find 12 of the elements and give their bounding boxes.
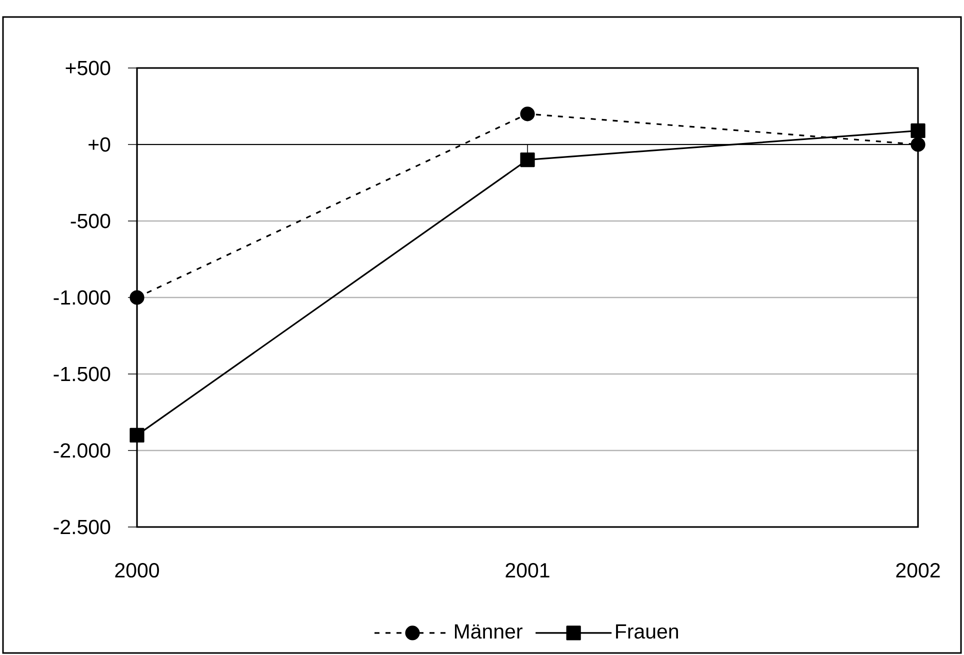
x-tick-label: 2001 — [506, 563, 550, 578]
x-tick-label: 2002 — [896, 563, 940, 578]
x-tick-label: 2000 — [115, 563, 159, 578]
legend-label: Frauen — [616, 624, 678, 639]
y-tick-label: -2.000 — [54, 443, 110, 458]
legend-label: Männer — [454, 624, 522, 639]
y-tick-label: -500 — [70, 214, 110, 228]
y-tick-label: -1.000 — [54, 290, 110, 305]
y-tick-label: +500 — [66, 60, 110, 76]
y-tick-label: +0 — [88, 137, 110, 152]
y-tick-label: -2.500 — [54, 520, 110, 534]
y-tick-label: -1.500 — [54, 366, 110, 382]
